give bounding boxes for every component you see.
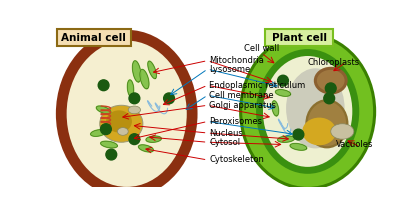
Polygon shape [290, 143, 307, 150]
Text: Cell wall: Cell wall [244, 44, 279, 53]
Polygon shape [276, 90, 291, 96]
Circle shape [106, 149, 117, 160]
Text: Cytoskeleton: Cytoskeleton [209, 155, 264, 164]
Circle shape [164, 93, 174, 104]
Text: Cell membrane: Cell membrane [209, 91, 274, 100]
Text: Nucleus: Nucleus [209, 129, 243, 138]
FancyBboxPatch shape [58, 29, 131, 46]
Ellipse shape [286, 68, 345, 148]
Ellipse shape [302, 118, 336, 145]
Circle shape [98, 80, 109, 91]
Ellipse shape [256, 49, 359, 174]
Text: Chloroplasts: Chloroplasts [308, 58, 360, 67]
Polygon shape [146, 136, 161, 142]
Polygon shape [91, 130, 106, 136]
Polygon shape [272, 101, 278, 116]
Ellipse shape [100, 105, 143, 142]
Ellipse shape [118, 128, 128, 135]
Text: Lysosome: Lysosome [209, 65, 250, 73]
Ellipse shape [314, 67, 348, 94]
Circle shape [278, 75, 289, 86]
Ellipse shape [308, 101, 346, 146]
Polygon shape [132, 61, 141, 82]
Text: Endoplasmic reticulum: Endoplasmic reticulum [209, 81, 305, 90]
Ellipse shape [305, 99, 349, 148]
Polygon shape [96, 106, 111, 114]
Polygon shape [101, 141, 117, 148]
Ellipse shape [106, 110, 132, 133]
Ellipse shape [331, 124, 354, 139]
Text: Animal cell: Animal cell [61, 33, 126, 43]
Polygon shape [148, 61, 156, 79]
Circle shape [293, 129, 304, 140]
Circle shape [324, 93, 335, 104]
Ellipse shape [67, 41, 187, 187]
Ellipse shape [263, 56, 352, 167]
Text: Cytosol: Cytosol [209, 138, 240, 147]
Circle shape [326, 83, 336, 94]
Ellipse shape [242, 36, 373, 187]
Text: Vacuoles: Vacuoles [336, 140, 373, 149]
Circle shape [129, 134, 140, 144]
Text: Plant cell: Plant cell [272, 33, 327, 43]
Ellipse shape [239, 33, 376, 190]
Polygon shape [127, 80, 134, 97]
FancyBboxPatch shape [265, 29, 333, 46]
Circle shape [100, 124, 111, 135]
Text: Peroxisomes: Peroxisomes [209, 117, 262, 126]
Text: Golgi apparatus: Golgi apparatus [209, 101, 276, 110]
Ellipse shape [56, 30, 197, 198]
Polygon shape [139, 145, 153, 152]
Ellipse shape [128, 106, 141, 114]
Polygon shape [140, 69, 149, 89]
Polygon shape [278, 136, 294, 142]
Circle shape [129, 93, 140, 104]
Ellipse shape [317, 70, 345, 91]
Text: Mitochondria: Mitochondria [209, 56, 264, 65]
